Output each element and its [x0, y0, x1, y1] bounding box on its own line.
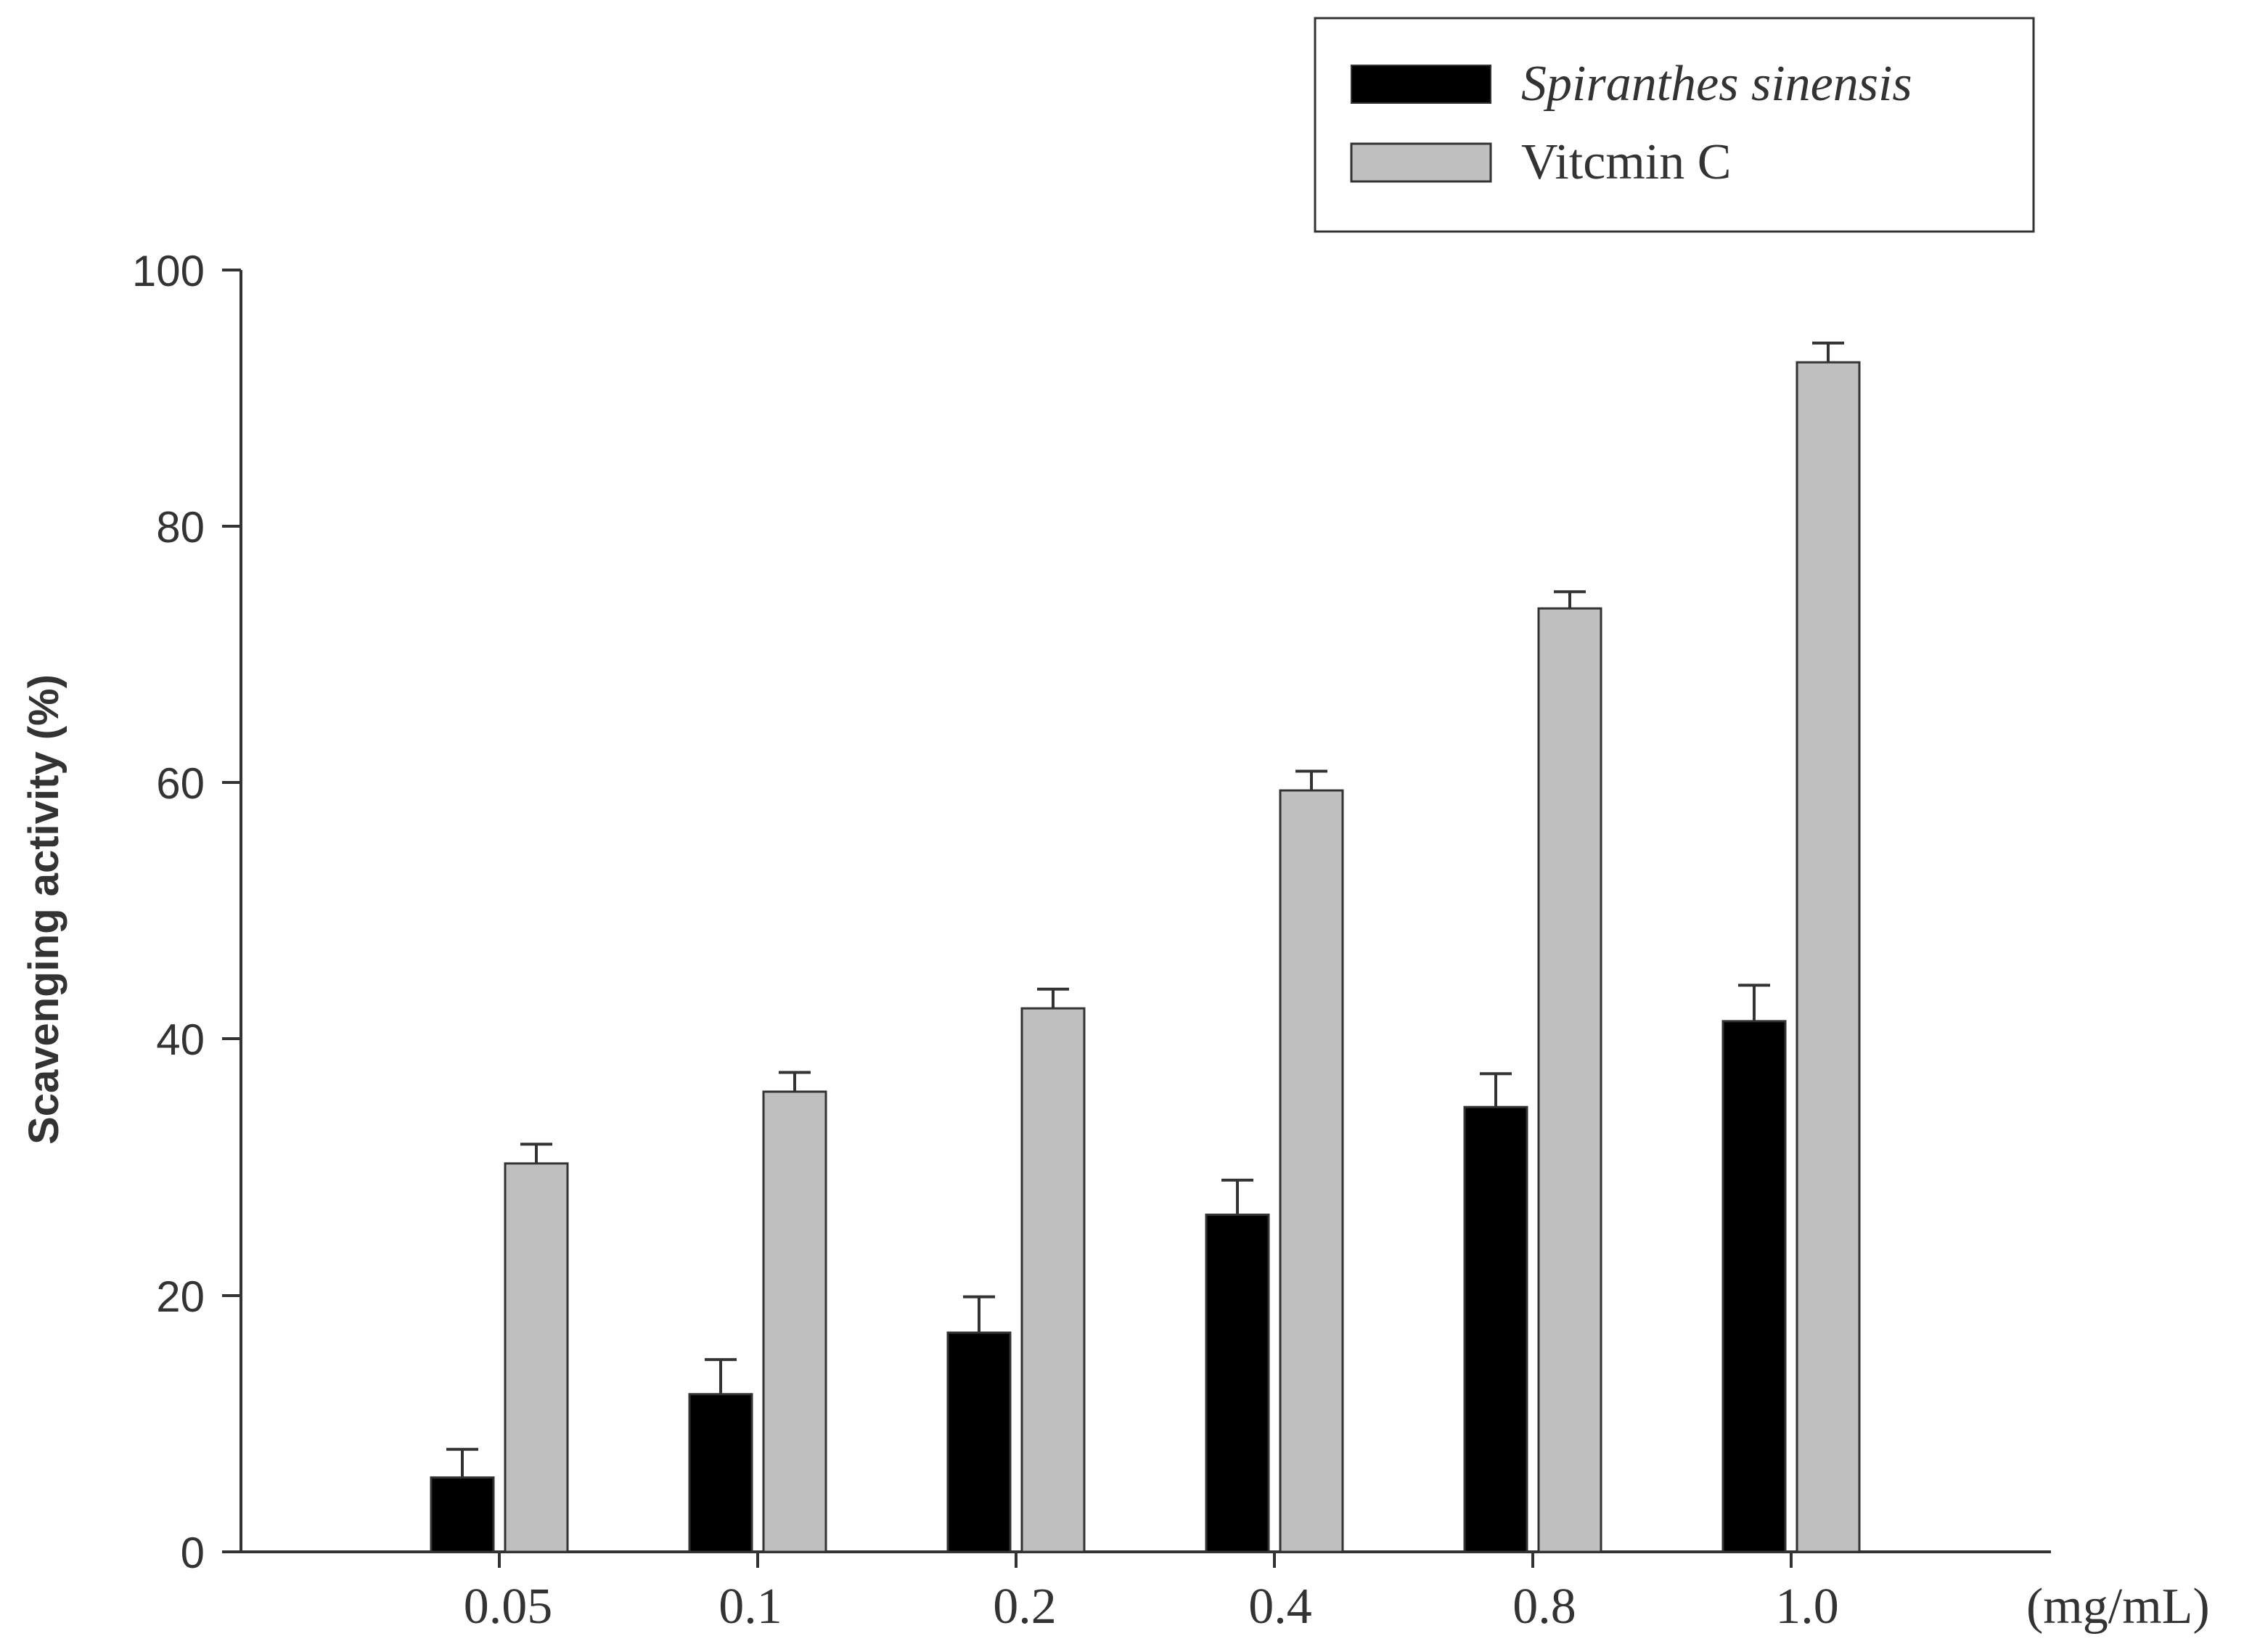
x-tick-label-0.05: 0.05 [464, 1579, 553, 1635]
x-tick-label-1.0: 1.0 [1775, 1579, 1839, 1635]
legend: Spiranthes sinensis Vitcmin C [1314, 17, 2035, 233]
bar-spiranthes-0.05 [430, 1476, 495, 1553]
bar-vitamin-c-0.05 [504, 1162, 569, 1553]
x-axis-unit-label: (mg/mL) [2026, 1579, 2210, 1635]
y-tick-label-0: 0 [181, 1529, 205, 1577]
y-tick-label-100: 100 [132, 247, 205, 295]
x-tick-label-0.2: 0.2 [993, 1579, 1057, 1635]
bar-spiranthes-0.2 [946, 1331, 1012, 1553]
bar-vitamin-c-0.1 [762, 1090, 827, 1553]
bar-spiranthes-0.1 [688, 1393, 753, 1553]
bars-group [430, 341, 1861, 1553]
bar-vitamin-c-0.4 [1279, 789, 1344, 1553]
bar-vitamin-c-0.2 [1020, 1007, 1086, 1553]
y-tick-label-40: 40 [156, 1015, 205, 1064]
bar-spiranthes-0.4 [1205, 1214, 1270, 1553]
legend-box [1314, 17, 2035, 233]
legend-label-spiranthes: Spiranthes sinensis [1521, 56, 1912, 112]
y-tick-label-20: 20 [156, 1272, 205, 1321]
y-tick-label-80: 80 [156, 503, 205, 552]
x-tick-label-0.4: 0.4 [1248, 1579, 1312, 1635]
x-tick-label-0.8: 0.8 [1512, 1579, 1576, 1635]
y-axis-title: Scavenging activity (%) [20, 674, 67, 1145]
bar-spiranthes-0.8 [1463, 1105, 1528, 1553]
y-ticks: 0 20 40 60 80 100 [132, 247, 241, 1577]
bar-vitamin-c-1.0 [1796, 361, 1861, 1553]
y-tick-label-60: 60 [156, 759, 205, 808]
legend-swatch-spiranthes [1351, 65, 1491, 104]
x-ticks: 0.05 0.1 0.2 0.4 0.8 1.0 [464, 1552, 1839, 1635]
legend-label-vitamin-c: Vitcmin C [1521, 134, 1731, 190]
legend-swatch-vitamin-c [1350, 142, 1492, 183]
bar-vitamin-c-0.8 [1537, 607, 1602, 1553]
bar-spiranthes-1.0 [1721, 1020, 1787, 1553]
x-tick-label-0.1: 0.1 [718, 1579, 782, 1635]
